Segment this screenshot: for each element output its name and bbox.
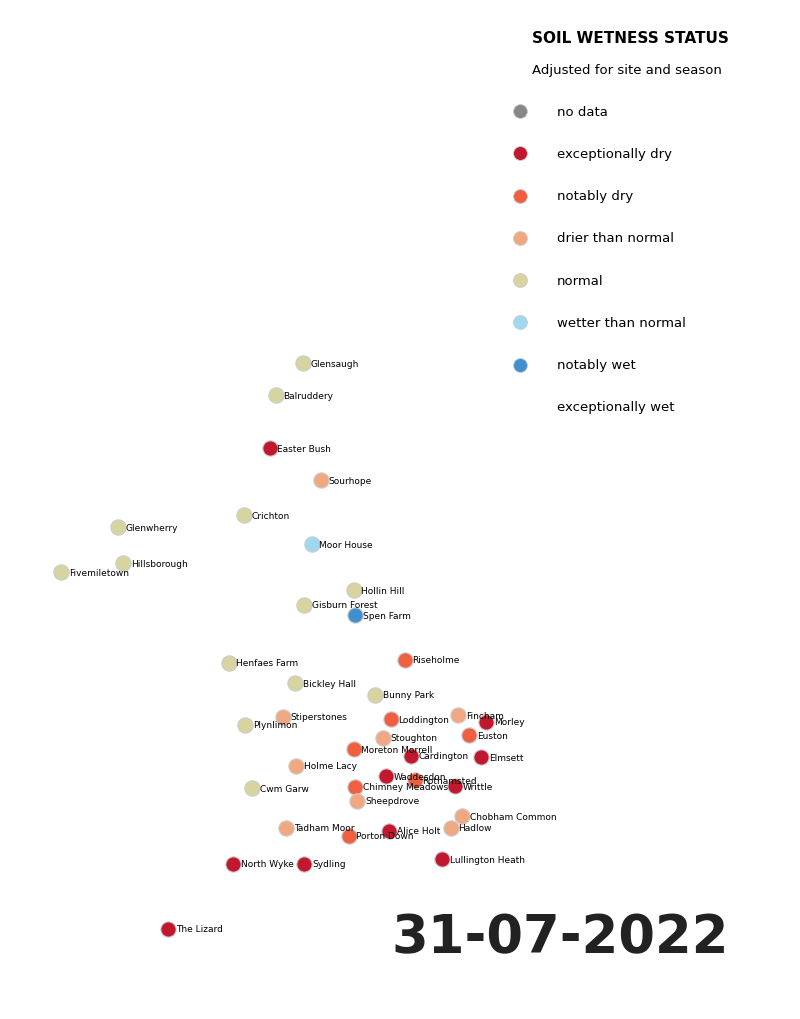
Text: Moor House: Moor House [319, 540, 373, 549]
Text: Balruddery: Balruddery [283, 391, 334, 400]
Text: notably wet: notably wet [557, 359, 635, 372]
Text: Cwm Garw: Cwm Garw [260, 785, 309, 793]
Text: Tadham Moor: Tadham Moor [294, 823, 354, 833]
Text: Lullington Heath: Lullington Heath [450, 855, 525, 864]
Text: Hollin Hill: Hollin Hill [362, 586, 405, 595]
Text: Bickley Hall: Bickley Hall [303, 679, 356, 688]
Text: Fivemiletown: Fivemiletown [69, 569, 129, 577]
Text: Chobham Common: Chobham Common [470, 812, 557, 821]
Text: Euston: Euston [477, 732, 508, 740]
Text: Writtle: Writtle [462, 782, 493, 791]
Text: Spen Farm: Spen Farm [363, 611, 411, 621]
Text: Gisburn Forest: Gisburn Forest [312, 601, 378, 609]
Text: Rothamsted: Rothamsted [422, 776, 477, 785]
Text: Adjusted for site and season: Adjusted for site and season [533, 64, 722, 77]
Text: Crichton: Crichton [252, 512, 290, 520]
Text: Fincham: Fincham [466, 711, 504, 719]
Text: Henfaes Farm: Henfaes Farm [236, 658, 298, 667]
Text: Stoughton: Stoughton [390, 734, 438, 743]
Text: Waddesdon: Waddesdon [394, 772, 446, 781]
Text: 31-07-2022: 31-07-2022 [391, 912, 729, 963]
Text: Loddington: Loddington [398, 715, 450, 723]
Text: Chimney Meadows: Chimney Meadows [363, 783, 448, 792]
Text: Sydling: Sydling [312, 859, 346, 868]
Text: Stiperstones: Stiperstones [290, 712, 347, 721]
Text: Sourhope: Sourhope [328, 476, 372, 485]
Text: The Lizard: The Lizard [176, 924, 222, 933]
Text: Alice Holt: Alice Holt [397, 826, 441, 836]
Text: Plynlimon: Plynlimon [253, 720, 298, 730]
Text: Hadlow: Hadlow [458, 823, 492, 833]
Text: Elmsett: Elmsett [489, 753, 523, 762]
Text: Sheepdrove: Sheepdrove [365, 797, 419, 805]
Text: exceptionally wet: exceptionally wet [557, 400, 674, 414]
Text: Bunny Park: Bunny Park [383, 691, 434, 699]
Text: Glensaugh: Glensaugh [310, 360, 359, 369]
Text: Moreton Morrell: Moreton Morrell [362, 745, 433, 754]
Text: Cardington: Cardington [419, 752, 469, 760]
Text: Glenwherry: Glenwherry [126, 524, 178, 532]
Text: Holme Lacy: Holme Lacy [304, 761, 357, 770]
Text: Porton Down: Porton Down [356, 832, 414, 841]
Text: no data: no data [557, 106, 608, 118]
Text: normal: normal [557, 274, 603, 287]
Text: drier than normal: drier than normal [557, 232, 674, 246]
Text: Easter Bush: Easter Bush [278, 444, 331, 453]
Text: North Wyke: North Wyke [241, 859, 294, 868]
Text: Hillsborough: Hillsborough [131, 559, 187, 569]
Text: SOIL WETNESS STATUS: SOIL WETNESS STATUS [533, 32, 730, 47]
Text: wetter than normal: wetter than normal [557, 317, 686, 329]
Text: Morley: Morley [494, 717, 525, 727]
Text: Riseholme: Riseholme [412, 655, 460, 664]
Text: exceptionally dry: exceptionally dry [557, 148, 672, 161]
Text: notably dry: notably dry [557, 190, 633, 203]
